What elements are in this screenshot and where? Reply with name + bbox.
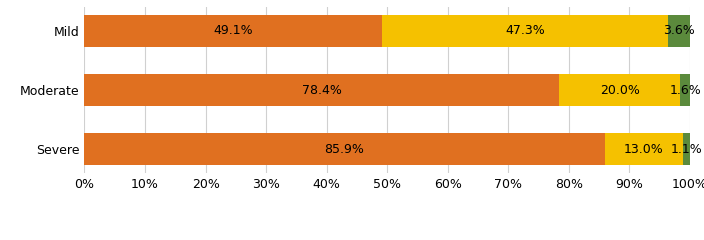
- Text: 78.4%: 78.4%: [302, 84, 341, 96]
- Bar: [559, 74, 680, 106]
- Text: 13.0%: 13.0%: [624, 143, 664, 156]
- Text: 1.1%: 1.1%: [671, 143, 703, 156]
- Text: 85.9%: 85.9%: [325, 143, 365, 156]
- Text: 49.1%: 49.1%: [213, 24, 253, 37]
- Text: 1.6%: 1.6%: [670, 84, 701, 96]
- Bar: [668, 15, 690, 47]
- Text: 47.3%: 47.3%: [505, 24, 545, 37]
- Text: 20.0%: 20.0%: [600, 84, 640, 96]
- Bar: [84, 133, 605, 165]
- Bar: [684, 133, 690, 165]
- Bar: [680, 74, 690, 106]
- Bar: [382, 15, 668, 47]
- Text: 3.6%: 3.6%: [663, 24, 695, 37]
- Bar: [605, 133, 684, 165]
- Bar: [84, 15, 382, 47]
- Bar: [84, 74, 559, 106]
